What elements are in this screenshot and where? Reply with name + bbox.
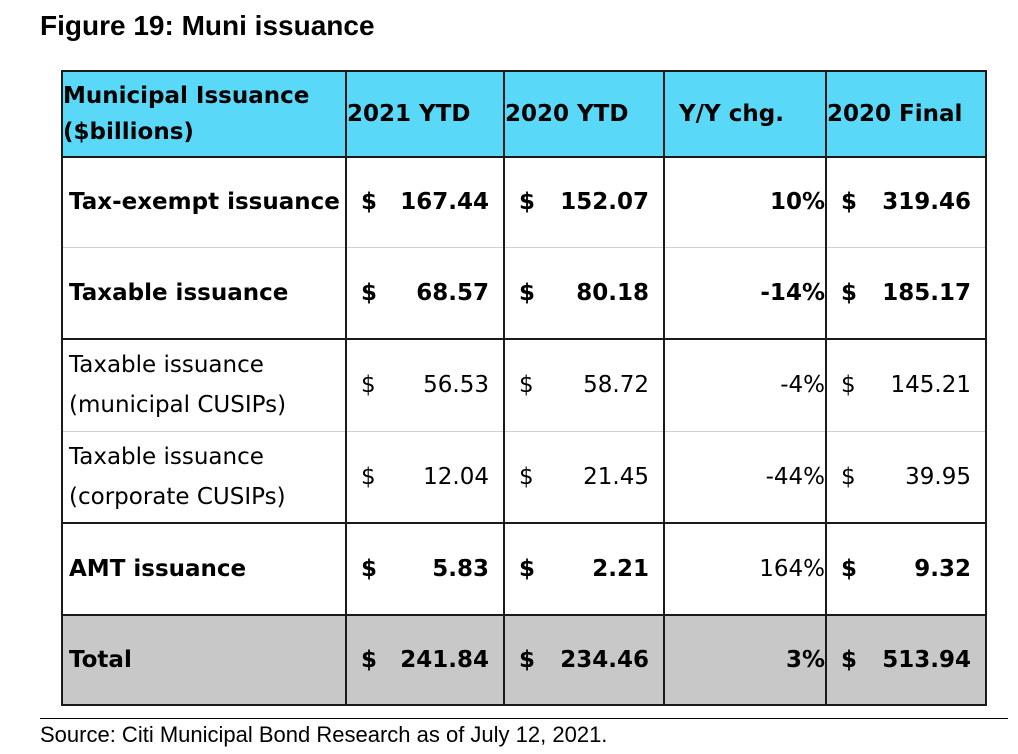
cell-2020-final: $319.46 [826,157,987,248]
value: 5.83 [432,556,489,582]
cell-yy-chg: 10% [664,157,827,248]
value: 234.46 [560,647,649,673]
row-label: AMT issuance [61,523,347,616]
header-2021-ytd: 2021 YTD [346,70,505,158]
currency-symbol: $ [841,647,858,673]
cell-2020-ytd: $21.45 [504,431,665,524]
row-label: Total [61,615,347,706]
cell-2020-ytd: $152.07 [504,157,665,248]
row-label-line2: (municipal CUSIPs) [69,392,287,419]
value: 513.94 [882,647,971,673]
cell-yy-chg: 164% [664,523,827,616]
row-label: Taxable issuance (municipal CUSIPs) [61,339,347,432]
cell-2020-final: $39.95 [826,431,987,524]
cell-2020-ytd: $80.18 [504,247,665,340]
table-row: Taxable issuance $68.57 $80.18 -14% $185… [61,247,987,340]
cell-2020-final: $145.21 [826,339,987,432]
currency-symbol: $ [519,372,534,399]
value: 12.04 [423,463,489,490]
muni-issuance-table: Municipal Issuance ($billions) 2021 YTD … [61,70,987,706]
header-2020-final: 2020 Final [826,70,987,158]
value: 9.32 [914,556,971,582]
figure-title: Figure 19: Muni issuance [40,10,375,41]
source-note: Source: Citi Municipal Bond Research as … [40,722,608,747]
currency-symbol: $ [841,463,856,490]
value: 185.17 [882,279,971,306]
header-label-line2: ($billions) [63,119,194,145]
table-row: Taxable issuance (corporate CUSIPs) $12.… [61,431,987,524]
currency-symbol: $ [361,279,378,306]
table-row-total: Total $241.84 $234.46 3% $513.94 [61,615,987,706]
cell-2020-ytd: $234.46 [504,615,665,706]
value: 39.95 [905,463,971,490]
value: 56.53 [423,372,489,399]
value: 319.46 [882,189,971,216]
cell-2020-ytd: $58.72 [504,339,665,432]
cell-2020-final: $9.32 [826,523,987,616]
currency-symbol: $ [519,279,536,306]
currency-symbol: $ [841,556,858,582]
currency-symbol: $ [841,189,858,216]
value: 21.45 [583,463,649,490]
row-label: Taxable issuance [61,247,347,340]
source-divider [40,718,1008,719]
cell-2021-ytd: $167.44 [346,157,505,248]
row-label-line1: Taxable issuance [69,352,264,379]
row-label: Taxable issuance (corporate CUSIPs) [61,431,347,524]
value: 80.18 [576,279,649,306]
header-label: Municipal Issuance ($billions) [61,70,347,158]
value: 145.21 [890,372,971,399]
cell-yy-chg: -14% [664,247,827,340]
currency-symbol: $ [361,189,378,216]
currency-symbol: $ [841,372,856,399]
cell-2020-final: $185.17 [826,247,987,340]
cell-yy-chg: 3% [664,615,827,706]
value: 167.44 [400,189,489,216]
table-row: AMT issuance $5.83 $2.21 164% $9.32 [61,523,987,616]
currency-symbol: $ [361,463,376,490]
table-header-row: Municipal Issuance ($billions) 2021 YTD … [61,70,987,158]
currency-symbol: $ [519,189,536,216]
cell-2020-ytd: $2.21 [504,523,665,616]
cell-2021-ytd: $12.04 [346,431,505,524]
currency-symbol: $ [361,372,376,399]
row-label-line2: (corporate CUSIPs) [69,483,286,510]
value: 241.84 [400,647,489,673]
header-yy-chg: Y/Y chg. [664,70,827,158]
cell-yy-chg: -44% [664,431,827,524]
currency-symbol: $ [519,463,534,490]
row-label: Tax-exempt issuance [61,157,347,248]
cell-2021-ytd: $5.83 [346,523,505,616]
header-label-line1: Municipal Issuance [63,83,310,109]
table-row: Taxable issuance (municipal CUSIPs) $56.… [61,339,987,432]
value: 58.72 [583,372,649,399]
header-2020-ytd: 2020 YTD [504,70,665,158]
value: 68.57 [416,279,489,306]
cell-2020-final: $513.94 [826,615,987,706]
value: 2.21 [592,556,649,582]
currency-symbol: $ [841,279,858,306]
currency-symbol: $ [519,556,536,582]
row-label-line1: Taxable issuance [69,443,264,470]
cell-2021-ytd: $241.84 [346,615,505,706]
currency-symbol: $ [361,647,378,673]
table-row: Tax-exempt issuance $167.44 $152.07 10% … [61,157,987,248]
currency-symbol: $ [361,556,378,582]
cell-2021-ytd: $68.57 [346,247,505,340]
cell-2021-ytd: $56.53 [346,339,505,432]
currency-symbol: $ [519,647,536,673]
value: 152.07 [560,189,649,216]
cell-yy-chg: -4% [664,339,827,432]
